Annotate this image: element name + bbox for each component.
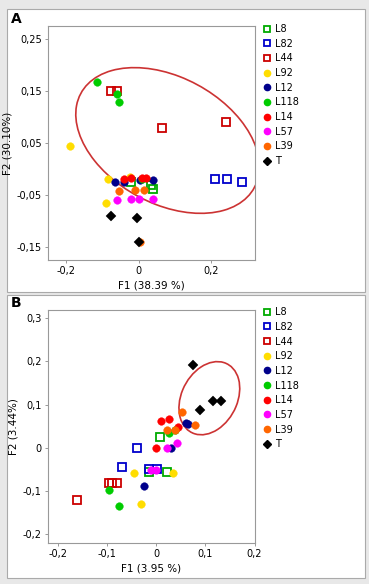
Y-axis label: F2 (30.10%): F2 (30.10%) bbox=[3, 112, 13, 175]
Text: B: B bbox=[11, 296, 21, 310]
Legend: L8, L82, L44, L92, L12, L118, L14, L57, L39, T: L8, L82, L44, L92, L12, L118, L14, L57, … bbox=[263, 24, 299, 166]
X-axis label: F1 (38.39 %): F1 (38.39 %) bbox=[118, 280, 184, 290]
Text: A: A bbox=[11, 12, 21, 26]
X-axis label: F1 (3.95 %): F1 (3.95 %) bbox=[121, 564, 181, 573]
Legend: L8, L82, L44, L92, L12, L118, L14, L57, L39, T: L8, L82, L44, L92, L12, L118, L14, L57, … bbox=[263, 307, 299, 449]
Y-axis label: F2 (3.44%): F2 (3.44%) bbox=[8, 398, 18, 455]
